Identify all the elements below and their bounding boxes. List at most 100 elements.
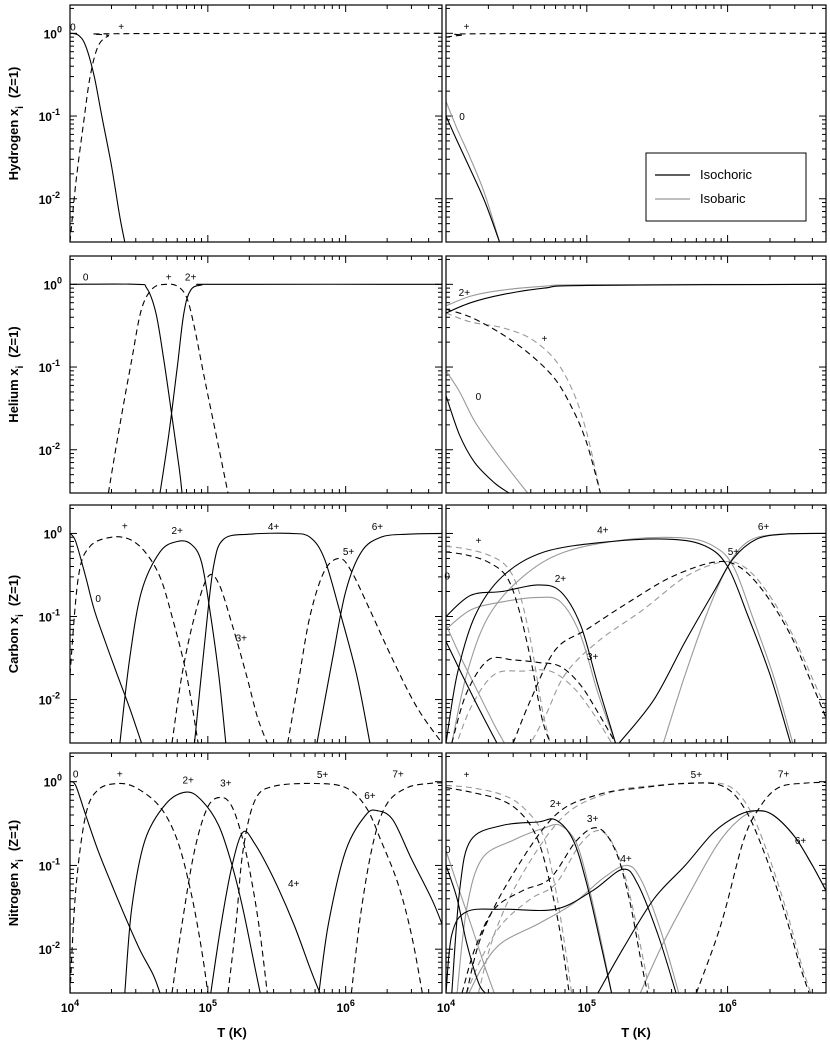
- series-line-n-2plus-bar: [456, 823, 613, 993]
- ion-label-n-4plus-iso: 4+: [620, 854, 632, 865]
- series-group: [446, 781, 826, 993]
- series-line-c-6plus-bar: [662, 532, 826, 743]
- series-line-n-7plus-iso: [695, 781, 826, 993]
- y-tick-label: 10-1: [39, 856, 60, 873]
- series-line-c-3plus: [171, 573, 268, 743]
- series-line-he-0: [70, 283, 183, 493]
- ticks: [445, 256, 827, 494]
- panel-nitrogen-right: 0 +2+ 3+ 4+ 5+ 6+ 7+ 104 105 106: [437, 752, 827, 1015]
- panel-helium-right: 2+ +0: [445, 255, 827, 494]
- series-line-n-0: [70, 781, 161, 993]
- y-tick-label: 10-1: [39, 107, 60, 124]
- ion-label-c-6plus-iso: 6+: [758, 522, 770, 533]
- x-tick-label: 105: [199, 998, 217, 1015]
- series-line-c-5plus: [287, 557, 442, 743]
- y-axis-label-hydrogen: Hydrogen xi(Z=1): [6, 67, 26, 181]
- ticks: [445, 5, 827, 243]
- ion-label-n-6plus: 6+: [364, 791, 376, 802]
- y-tick-label: 100: [44, 773, 62, 790]
- y-tick-label: 100: [44, 24, 62, 41]
- panel-helium-left: 0 +2+ 100 10-1 10-2 Helium xi(Z=1): [6, 255, 443, 494]
- series-line-h-0-iso: [446, 115, 501, 242]
- ion-label-he-plus-iso: +: [541, 334, 547, 345]
- panel-hydrogen-left: 0 +100 10-1 10-2 Hydrogen xi(Z=1): [6, 4, 443, 243]
- series-line-he-plus-iso: [446, 308, 601, 493]
- series-line-c-2plus-bar: [446, 596, 617, 743]
- ion-label-he-2plus-iso: 2+: [459, 288, 471, 299]
- ion-label-c-0-iso: 0: [444, 571, 450, 582]
- series-line-c-6plus-iso: [618, 532, 826, 743]
- ion-label-n-7plus: 7+: [392, 770, 404, 781]
- ion-label-n-plus: +: [117, 770, 123, 781]
- series-group: [70, 283, 442, 493]
- y-axis-label-nitrogen: Nitrogen xi(Z=1): [6, 820, 26, 927]
- series-line-c-3plus-iso: [451, 656, 616, 743]
- series-line-n-3plus-bar: [466, 829, 651, 993]
- series-line-c-4plus: [193, 532, 371, 743]
- y-tick-label: 10-2: [39, 441, 60, 458]
- x-tick-label: 106: [336, 998, 354, 1015]
- series-line-n-5plus-iso: [466, 782, 810, 993]
- panel-nitrogen-left: 0 +2+ 3+ 4+ 5+ 6+ 7+ 100 10-1 10-2 Nitrogen xi(Z=1…: [6, 752, 443, 1015]
- series-group: [70, 32, 442, 242]
- series-line-n-plus: [70, 782, 209, 993]
- y-tick-label: 100: [44, 275, 62, 292]
- ion-label-n-0: 0: [73, 770, 79, 781]
- series-line-c-4plus-iso: [446, 538, 792, 743]
- series-line-n-plus-bar: [446, 784, 573, 993]
- series-line-c-2plus-iso: [446, 584, 617, 743]
- ion-label-n-3plus-iso: 3+: [587, 814, 599, 825]
- series-group: [446, 532, 826, 743]
- panel-frame: [445, 4, 827, 243]
- x-tick-label: 104: [61, 998, 79, 1015]
- series-line-c-6plus: [316, 532, 442, 743]
- series-line-c-5plus-iso: [512, 560, 826, 743]
- panel-frame: [69, 4, 443, 243]
- series-group: [70, 781, 442, 993]
- y-axis-label-helium: Helium xi(Z=1): [6, 326, 26, 422]
- ion-label-c-4plus: 4+: [268, 522, 280, 533]
- x-tick-label: 105: [578, 998, 596, 1015]
- series-line-n-0-bar: [446, 850, 495, 993]
- x-tick-label: 106: [718, 998, 736, 1015]
- legend-box: [645, 152, 807, 222]
- panel-carbon-right: 0 +2+ 3+ 4+ 5+ 6+: [444, 504, 827, 744]
- y-tick-label: 10-2: [39, 691, 60, 708]
- series-line-c-0: [70, 533, 143, 743]
- ion-label-he-0-iso: 0: [476, 392, 482, 403]
- series-line-n-0-iso: [446, 865, 486, 993]
- legend-label-isochoric: Isochoric: [700, 167, 753, 182]
- series-line-n-4plus: [210, 830, 321, 993]
- ion-label-n-5plus-iso: 5+: [691, 770, 703, 781]
- ion-label-he-2plus: 2+: [185, 272, 197, 283]
- series-line-he-2plus: [159, 283, 442, 493]
- ticks: [69, 505, 443, 744]
- panel-hydrogen-right: +0: [445, 4, 827, 243]
- series-line-n-7plus: [350, 782, 442, 993]
- ion-label-h-0: 0: [70, 23, 76, 34]
- x-axis-layer: T (K) T (K): [217, 1025, 651, 1040]
- panel-frame: [445, 752, 827, 994]
- ion-label-c-plus-iso: +: [476, 536, 482, 547]
- ion-label-h-0-iso: 0: [459, 112, 465, 123]
- series-line-n-5plus: [227, 782, 423, 993]
- ion-label-n-0-iso: 0: [445, 845, 451, 856]
- series-line-he-0-bar: [446, 370, 529, 493]
- ion-label-c-6plus: 6+: [372, 522, 384, 533]
- series-group: [446, 32, 826, 242]
- series-line-n-6plus-iso: [597, 810, 826, 993]
- series-line-n-4plus-iso: [446, 868, 677, 993]
- panel-frame: [69, 255, 443, 494]
- panel-frame: [69, 752, 443, 994]
- series-line-c-3plus-bar: [456, 669, 613, 743]
- ion-label-n-6plus-iso: 6+: [795, 836, 807, 847]
- x-axis-label-left: T (K): [217, 1025, 247, 1040]
- series-line-c-0-bar: [446, 624, 505, 743]
- ion-label-n-2plus-iso: 2+: [550, 799, 562, 810]
- ion-label-c-3plus: 3+: [236, 634, 248, 645]
- series-line-n-2plus: [124, 791, 261, 993]
- ion-label-c-0: 0: [95, 594, 101, 605]
- series-line-c-plus: [70, 536, 199, 743]
- series-line-n-plus-iso: [446, 787, 570, 993]
